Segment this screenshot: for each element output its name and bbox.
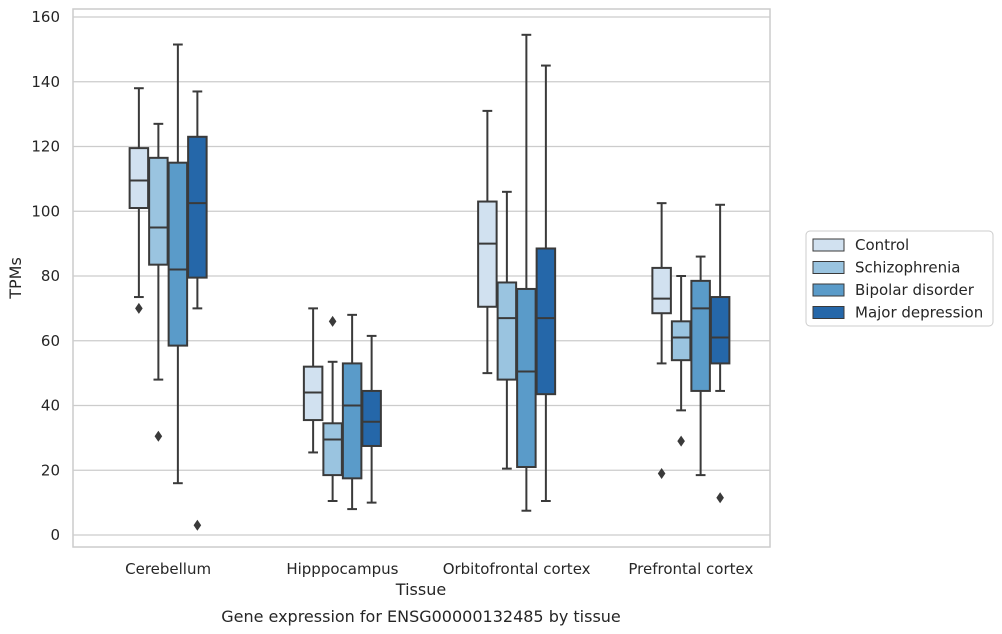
x-axis-label: Tissue xyxy=(395,580,446,599)
legend-item: Bipolar disorder xyxy=(812,281,975,299)
iqr-box xyxy=(690,279,711,392)
box-major-depression-1 xyxy=(361,334,382,504)
box-schizophrenia-3 xyxy=(670,275,692,447)
y-tick-label: 160 xyxy=(31,8,60,26)
plot-area-frame xyxy=(72,8,771,548)
iqr-box xyxy=(128,147,150,210)
legend-swatch xyxy=(812,238,845,252)
iqr-box xyxy=(361,389,382,447)
box-control-1 xyxy=(302,307,324,454)
legend-label: Control xyxy=(855,236,909,254)
iqr-box xyxy=(322,422,343,477)
outlier-point xyxy=(716,492,724,504)
box-bipolar-disorder-1 xyxy=(341,313,363,511)
y-tick-label: 20 xyxy=(41,461,60,479)
y-tick-label: 100 xyxy=(31,202,60,220)
legend-label: Schizophrenia xyxy=(855,259,960,277)
y-tick-label: 80 xyxy=(41,267,60,285)
box-bipolar-disorder-2 xyxy=(516,33,537,512)
iqr-box xyxy=(651,266,672,315)
box-bipolar-disorder-0 xyxy=(167,43,189,485)
legend-label: Bipolar disorder xyxy=(855,281,975,299)
x-tick-label: Hipppocampus xyxy=(286,560,398,578)
outlier-point xyxy=(657,467,666,479)
iqr-box xyxy=(535,247,557,396)
legend-item: Major depression xyxy=(812,304,983,322)
legend-item: Control xyxy=(812,236,909,254)
box-major-depression-2 xyxy=(535,64,557,503)
iqr-box xyxy=(187,135,208,279)
box-schizophrenia-0 xyxy=(148,122,169,442)
legend-item: Schizophrenia xyxy=(812,259,960,277)
iqr-box xyxy=(148,156,169,266)
legend-swatch xyxy=(812,283,845,297)
legend-swatch xyxy=(812,261,845,274)
chart-caption: Gene expression for ENSG00000132485 by t… xyxy=(221,607,621,626)
box-control-3 xyxy=(651,202,672,479)
y-tick-label: 0 xyxy=(50,526,60,544)
x-axis-ticks: Cerebellum Hipppocampus Orbitofrontal cort… xyxy=(125,560,753,578)
iqr-box xyxy=(516,287,537,469)
y-tick-label: 40 xyxy=(41,397,60,415)
legend-swatch xyxy=(812,306,845,319)
outlier-point xyxy=(193,519,202,531)
x-tick-label: Cerebellum xyxy=(125,560,211,578)
y-tick-label: 120 xyxy=(31,138,60,156)
iqr-box xyxy=(670,320,692,362)
iqr-box xyxy=(167,161,189,347)
iqr-box xyxy=(709,296,731,365)
box-schizophrenia-2 xyxy=(496,190,518,470)
box-control-2 xyxy=(477,109,498,375)
boxes xyxy=(128,33,731,531)
box-schizophrenia-1 xyxy=(322,315,343,503)
outlier-point xyxy=(154,430,163,442)
y-tick-label: 60 xyxy=(41,332,60,350)
x-tick-label: Prefrontal cortex xyxy=(628,560,753,578)
y-axis-label: TPMs xyxy=(6,257,25,300)
outlier-point xyxy=(328,315,337,327)
outlier-point xyxy=(135,302,143,314)
outlier-point xyxy=(677,435,685,447)
iqr-box xyxy=(477,200,498,308)
iqr-box xyxy=(496,281,518,381)
x-tick-label: Orbitofrontal cortex xyxy=(443,560,591,578)
y-axis-ticks: 0 20 40 60 80 100 120 140 160 xyxy=(31,8,60,544)
legend-label: Major depression xyxy=(855,304,983,322)
iqr-box xyxy=(341,362,363,480)
legend: Control Schizophrenia Bipolar disorder Majo… xyxy=(805,230,994,327)
box-major-depression-0 xyxy=(187,90,208,531)
box-control-0 xyxy=(128,87,150,314)
legend-frame xyxy=(805,230,994,327)
y-tick-label: 140 xyxy=(31,73,60,91)
box-bipolar-disorder-3 xyxy=(690,255,711,477)
box-major-depression-3 xyxy=(709,203,731,504)
